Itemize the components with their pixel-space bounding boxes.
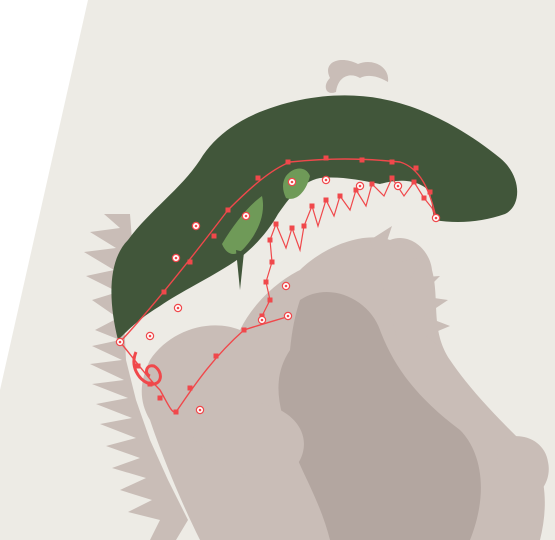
- anchor-point[interactable]: [353, 187, 359, 193]
- tail-tip: [325, 60, 389, 93]
- spine-spikes: [84, 214, 188, 540]
- anchor-point[interactable]: [369, 181, 375, 187]
- anchor-point[interactable]: [389, 175, 395, 181]
- highlight-streak-right: [283, 168, 310, 199]
- center-point-icon: [195, 405, 205, 415]
- center-point-icon: [355, 181, 365, 191]
- anchor-point[interactable]: [267, 237, 273, 243]
- center-point-icon: [115, 337, 125, 347]
- anchor-point[interactable]: [255, 175, 261, 181]
- anchor-point[interactable]: [147, 381, 153, 387]
- anchor-point[interactable]: [157, 395, 163, 401]
- anchor-point[interactable]: [359, 157, 365, 163]
- center-point-icon: [257, 315, 267, 325]
- anchor-point[interactable]: [211, 233, 217, 239]
- center-point-icon: [393, 181, 403, 191]
- center-point-icon: [171, 253, 181, 263]
- highlight-drip: [236, 250, 244, 290]
- anchor-point[interactable]: [135, 363, 141, 369]
- anchor-point[interactable]: [289, 225, 295, 231]
- anchor-point[interactable]: [267, 297, 273, 303]
- anchor-point[interactable]: [241, 327, 247, 333]
- head-highlights: [222, 168, 310, 290]
- anchor-point[interactable]: [337, 193, 343, 199]
- anchor-point[interactable]: [309, 203, 315, 209]
- center-point-icon: [281, 281, 291, 291]
- anchor-point[interactable]: [187, 259, 193, 265]
- creature-claw: [496, 436, 549, 500]
- head-shape[interactable]: [111, 95, 518, 340]
- anchor-point[interactable]: [323, 155, 329, 161]
- center-point-icon: [431, 213, 441, 223]
- anchor-point[interactable]: [389, 159, 395, 165]
- anchor-point[interactable]: [187, 385, 193, 391]
- anchor-point[interactable]: [273, 221, 279, 227]
- center-point-icon: [241, 211, 251, 221]
- creature-illustration: [84, 60, 549, 540]
- anchor-point[interactable]: [411, 179, 417, 185]
- lower-path-segment[interactable]: [119, 315, 291, 413]
- highlight-streak-left: [222, 196, 264, 254]
- lower-jaw: [190, 399, 304, 478]
- creature-shadow: [278, 291, 481, 540]
- anchor-point[interactable]: [323, 197, 329, 203]
- center-markers: [115, 175, 441, 415]
- anchor-point[interactable]: [263, 279, 269, 285]
- anchor-point[interactable]: [285, 159, 291, 165]
- anchor-point[interactable]: [269, 259, 275, 265]
- anchor-point[interactable]: [413, 165, 419, 171]
- jaw-curl-path[interactable]: [132, 351, 162, 386]
- dorsal-spikes: [370, 226, 450, 372]
- anchor-point[interactable]: [427, 189, 433, 195]
- anchor-point[interactable]: [421, 195, 427, 201]
- center-point-icon: [145, 331, 155, 341]
- inner-zigzag-path[interactable]: [261, 176, 437, 317]
- anchor-point[interactable]: [173, 409, 179, 415]
- center-point-icon: [173, 303, 183, 313]
- center-point-icon: [287, 177, 297, 187]
- anchor-point[interactable]: [301, 223, 307, 229]
- anchor-point[interactable]: [225, 207, 231, 213]
- anchor-point[interactable]: [213, 353, 219, 359]
- anchor-point[interactable]: [161, 289, 167, 295]
- center-point-icon: [191, 221, 201, 231]
- center-point-icon: [321, 175, 331, 185]
- center-point-icon: [283, 311, 293, 321]
